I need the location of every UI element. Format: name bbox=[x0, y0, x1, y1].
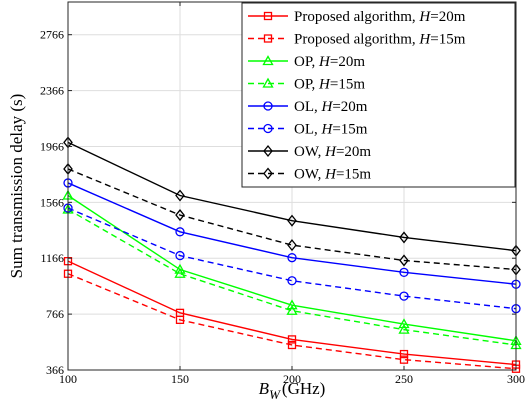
x-tick-label: 200 bbox=[283, 372, 301, 386]
circle-marker bbox=[175, 227, 185, 237]
circle-marker bbox=[263, 101, 273, 111]
legend-label: OW, H=20m bbox=[294, 144, 371, 160]
diamond-marker bbox=[263, 144, 273, 158]
triangle-marker bbox=[398, 323, 410, 334]
x-axis-unit: (GHz) bbox=[282, 379, 325, 398]
legend-item: OP, H=20m bbox=[248, 54, 365, 70]
diamond-marker bbox=[287, 239, 297, 252]
diamond-marker bbox=[263, 167, 273, 180]
legend-box bbox=[241, 2, 516, 188]
x-tick-label: 250 bbox=[395, 372, 413, 386]
y-tick-label: 2766 bbox=[40, 28, 64, 42]
y-tick-label: 2366 bbox=[40, 84, 64, 98]
x-axis-subscript: W bbox=[269, 387, 281, 400]
triangle-marker bbox=[262, 55, 274, 66]
y-tick-label: 1166 bbox=[40, 251, 64, 265]
square-marker bbox=[287, 340, 297, 350]
square-marker bbox=[287, 335, 297, 344]
legend-item: Proposed algorithm, H=20m bbox=[248, 9, 466, 25]
legend: Proposed algorithm, H=20m Proposed algori… bbox=[241, 2, 516, 188]
legend-label: OL, H=15m bbox=[294, 122, 368, 138]
series-line bbox=[67, 141, 517, 252]
x-tick-label: 300 bbox=[507, 372, 525, 386]
series-line bbox=[67, 168, 517, 271]
triangle-marker bbox=[286, 304, 298, 315]
legend-label: OP, H=15m bbox=[294, 77, 365, 93]
legend-item: OP, H=15m bbox=[248, 77, 365, 93]
x-axis-label: BW (GHz) bbox=[259, 379, 326, 400]
legend-label: OL, H=20m bbox=[294, 99, 368, 115]
legend-item: OW, H=20m bbox=[248, 144, 371, 160]
legend-label: Proposed algorithm, H=20m bbox=[294, 9, 466, 25]
square-marker bbox=[263, 34, 273, 43]
x-axis-symbol: B bbox=[259, 379, 270, 398]
square-marker bbox=[175, 315, 185, 324]
legend-item: OW, H=15m bbox=[248, 167, 371, 183]
x-tick-label: 100 bbox=[59, 372, 77, 386]
circle-marker bbox=[175, 250, 185, 261]
triangle-marker bbox=[286, 299, 298, 310]
legend-item: OL, H=15m bbox=[248, 122, 368, 138]
series-line bbox=[67, 273, 517, 370]
circle-marker bbox=[287, 276, 297, 286]
square-marker bbox=[399, 355, 409, 364]
circle-marker bbox=[399, 291, 409, 301]
circle-marker bbox=[287, 253, 297, 263]
legend-label: OW, H=15m bbox=[294, 167, 371, 183]
circle-marker bbox=[399, 267, 409, 277]
legend-item: Proposed algorithm, H=15m bbox=[248, 32, 466, 48]
y-tick-label: 766 bbox=[46, 307, 64, 321]
triangle-marker bbox=[174, 263, 186, 274]
diamond-marker bbox=[399, 231, 409, 244]
series-line bbox=[67, 260, 517, 366]
legend-label: Proposed algorithm, H=15m bbox=[294, 32, 466, 48]
series-line bbox=[67, 182, 517, 285]
y-tick-label: 366 bbox=[46, 363, 64, 377]
triangle-marker bbox=[262, 77, 274, 88]
legend-label: OP, H=20m bbox=[294, 54, 365, 70]
square-marker bbox=[263, 11, 273, 21]
diamond-marker bbox=[399, 254, 409, 267]
legend-item: OL, H=20m bbox=[248, 99, 368, 115]
circle-marker bbox=[263, 123, 273, 134]
diamond-marker bbox=[175, 189, 185, 202]
square-marker bbox=[399, 349, 409, 359]
series-line bbox=[67, 207, 517, 310]
triangle-marker bbox=[398, 318, 410, 329]
y-tick-label: 1966 bbox=[40, 139, 64, 153]
tick-labels: 100 150 200 250 300 366 766 1166 1566 1966 2366 276… bbox=[40, 2, 525, 386]
triangle-marker bbox=[174, 267, 186, 278]
y-axis-label: Sum transmission delay (s) bbox=[7, 94, 26, 279]
y-tick-label: 1566 bbox=[40, 195, 64, 209]
x-tick-label: 150 bbox=[171, 372, 189, 386]
series-layer bbox=[62, 136, 522, 373]
diamond-marker bbox=[175, 209, 185, 222]
diamond-marker bbox=[287, 214, 297, 227]
